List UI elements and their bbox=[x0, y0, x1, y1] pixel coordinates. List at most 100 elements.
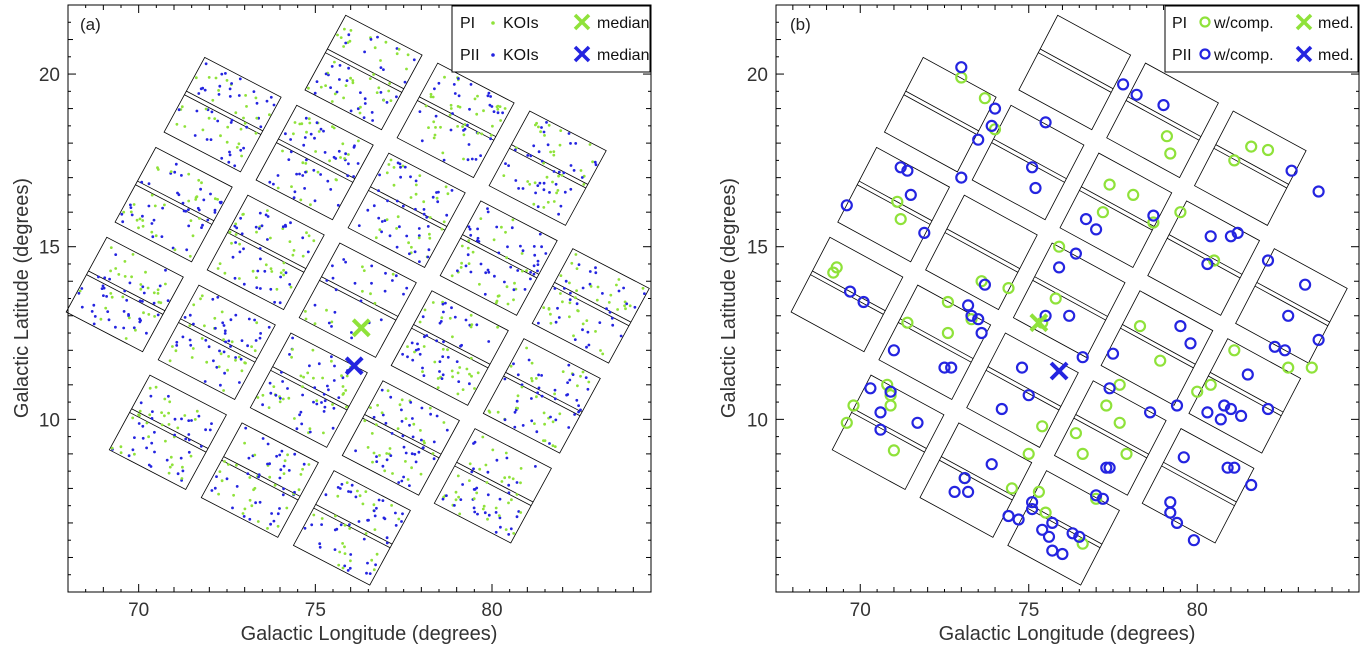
koi-point bbox=[389, 395, 393, 399]
ccd-split bbox=[1166, 237, 1241, 279]
koi-point bbox=[244, 361, 247, 365]
koi-point bbox=[213, 208, 217, 212]
koi-point bbox=[189, 219, 193, 223]
koi-point bbox=[419, 472, 423, 476]
koi-point bbox=[315, 80, 319, 83]
koi-point bbox=[190, 419, 193, 422]
koi-point bbox=[282, 487, 285, 491]
koi-point bbox=[619, 334, 623, 338]
koi-point bbox=[306, 250, 310, 254]
koi-point bbox=[307, 86, 310, 90]
koi-point bbox=[476, 512, 479, 516]
koi-point bbox=[364, 490, 368, 493]
koi-point bbox=[555, 191, 558, 195]
koi-point bbox=[399, 175, 402, 179]
koi-point bbox=[389, 99, 393, 102]
koi-point bbox=[326, 179, 330, 183]
koi-point bbox=[344, 260, 347, 264]
pii-comp-point bbox=[972, 133, 985, 146]
koi-point bbox=[530, 379, 534, 383]
koi-point bbox=[366, 446, 370, 449]
koi-point bbox=[134, 328, 137, 332]
koi-point bbox=[420, 139, 424, 143]
koi-point bbox=[181, 201, 185, 205]
koi-point bbox=[445, 494, 448, 497]
koi-point bbox=[411, 435, 415, 439]
koi-point bbox=[422, 208, 426, 211]
pii-comp-point bbox=[1012, 513, 1025, 526]
koi-point bbox=[218, 84, 222, 88]
koi-point bbox=[428, 216, 432, 219]
koi-point bbox=[287, 469, 291, 472]
koi-point bbox=[219, 383, 222, 387]
koi-point bbox=[454, 498, 458, 502]
koi-point bbox=[442, 421, 446, 424]
koi-point bbox=[243, 507, 247, 511]
koi-point bbox=[331, 403, 334, 406]
pii-comp-point bbox=[1039, 309, 1052, 322]
koi-point bbox=[301, 393, 304, 397]
pii-comp-point bbox=[1231, 226, 1244, 239]
koi-point bbox=[306, 371, 310, 375]
ccd-split bbox=[1208, 375, 1282, 417]
koi-point bbox=[427, 248, 431, 252]
koi-point bbox=[496, 325, 499, 329]
pii-comp-point bbox=[1073, 530, 1086, 543]
medians-a bbox=[344, 318, 371, 376]
koi-point bbox=[377, 86, 381, 90]
pii-comp-point bbox=[1103, 382, 1116, 395]
koi-point bbox=[164, 282, 167, 286]
pii-comp-point bbox=[1089, 223, 1103, 236]
koi-point bbox=[272, 385, 276, 388]
koi-point bbox=[543, 439, 547, 443]
koi-point bbox=[399, 165, 402, 169]
koi-point bbox=[561, 370, 565, 373]
pi-comp-point bbox=[1207, 254, 1221, 267]
koi-point bbox=[416, 342, 419, 346]
koi-point bbox=[435, 196, 439, 200]
koi-point bbox=[510, 226, 514, 230]
koi-point bbox=[409, 401, 413, 404]
koi-point bbox=[407, 241, 410, 245]
koi-point bbox=[385, 458, 389, 462]
koi-point bbox=[265, 99, 269, 103]
koi-point bbox=[456, 371, 460, 375]
koi-point bbox=[586, 330, 590, 334]
koi-point bbox=[496, 111, 500, 115]
x-tick-label: 70 bbox=[128, 600, 149, 621]
pi-comp-point bbox=[887, 444, 901, 457]
koi-point bbox=[308, 121, 312, 125]
koi-point bbox=[313, 303, 317, 307]
koi-point bbox=[516, 269, 520, 272]
koi-point bbox=[476, 131, 480, 135]
koi-point bbox=[515, 515, 519, 519]
koi-point bbox=[204, 338, 208, 342]
koi-point bbox=[322, 392, 326, 396]
koi-point bbox=[546, 200, 550, 204]
koi-point bbox=[309, 203, 312, 207]
koi-point bbox=[319, 173, 322, 176]
koi-point bbox=[563, 287, 566, 290]
koi-point bbox=[459, 498, 463, 501]
koi-point bbox=[269, 522, 272, 526]
koi-point bbox=[92, 303, 96, 307]
koi-point bbox=[533, 422, 536, 425]
koi-point bbox=[411, 358, 415, 362]
koi-point bbox=[159, 301, 163, 305]
koi-point bbox=[349, 109, 353, 113]
koi-point bbox=[233, 164, 237, 168]
ccd-module bbox=[1100, 290, 1214, 406]
koi-point bbox=[141, 285, 145, 289]
pi-comp-point bbox=[1261, 143, 1275, 157]
koi-point bbox=[138, 217, 142, 221]
koi-point bbox=[617, 278, 621, 281]
koi-point bbox=[610, 316, 614, 320]
koi-point bbox=[347, 33, 351, 37]
koi-point bbox=[272, 103, 276, 107]
koi-point bbox=[553, 397, 557, 401]
koi-point bbox=[375, 506, 378, 510]
koi-point bbox=[575, 267, 579, 270]
koi-point bbox=[380, 411, 384, 415]
ccd-split bbox=[327, 48, 404, 90]
koi-point bbox=[374, 563, 377, 567]
